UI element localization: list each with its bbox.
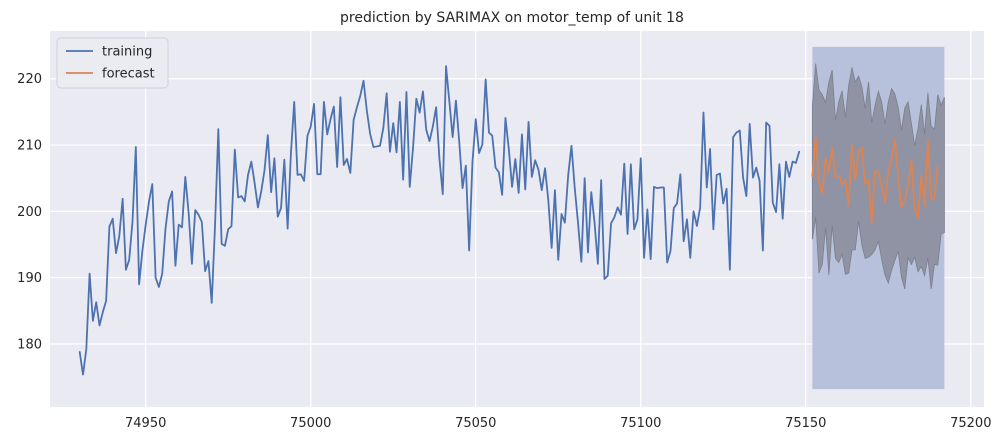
tick-labels: 180 190 200 210 220 74950 75000 75050 75100 75150… xyxy=(17,72,991,431)
chart-title: prediction by SARIMAX on motor_temp of u… xyxy=(340,10,684,26)
x-tick-label: 74950 xyxy=(125,416,166,431)
legend: training forecast xyxy=(56,37,169,89)
y-tick-label: 180 xyxy=(17,338,42,353)
legend-label-training: training xyxy=(102,45,152,60)
forecast-line xyxy=(811,136,939,224)
forecast-interval xyxy=(811,46,945,390)
x-tick-label: 75100 xyxy=(620,416,661,431)
inner-confidence-band xyxy=(811,63,945,290)
x-tick-label: 75200 xyxy=(950,416,991,431)
x-tick-label: 75050 xyxy=(455,416,496,431)
training-line xyxy=(78,65,801,376)
y-tick-label: 210 xyxy=(17,139,42,154)
series-lines xyxy=(78,65,939,376)
legend-label-forecast: forecast xyxy=(102,67,155,82)
x-tick-label: 75150 xyxy=(785,416,826,431)
y-tick-label: 200 xyxy=(17,205,42,220)
grid xyxy=(50,31,984,407)
y-tick-label: 190 xyxy=(17,271,42,286)
y-tick-label: 220 xyxy=(17,72,42,87)
x-tick-label: 75000 xyxy=(290,416,331,431)
